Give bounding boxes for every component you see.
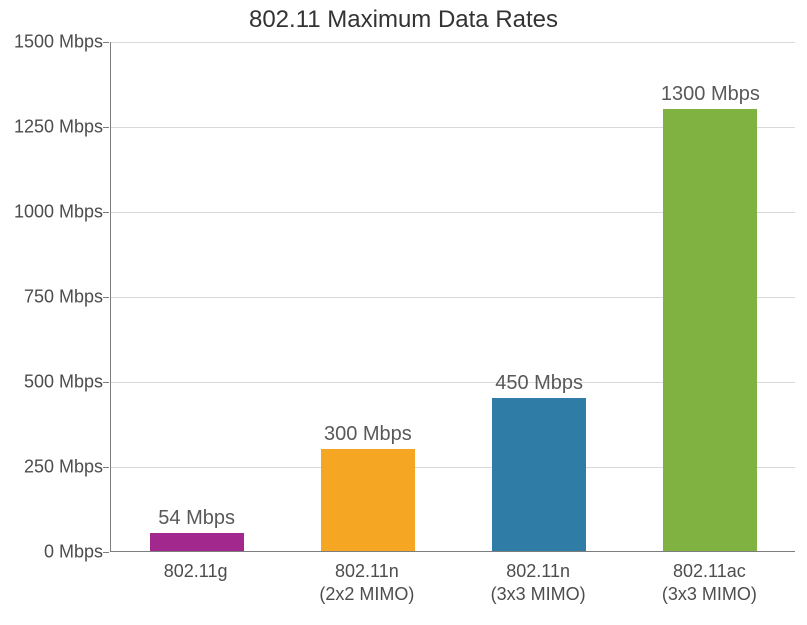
y-tick-label: 750 Mbps bbox=[3, 287, 103, 308]
bar-value-label: 54 Mbps bbox=[117, 507, 277, 534]
bar bbox=[150, 533, 244, 551]
plot-area: 54 Mbps 300 Mbps 450 Mbps 1300 Mbps bbox=[110, 42, 795, 552]
bar bbox=[663, 109, 757, 551]
x-tick-label-line: 802.11n bbox=[453, 560, 623, 583]
x-tick-label-line: (3x3 MIMO) bbox=[453, 583, 623, 606]
bar bbox=[321, 449, 415, 551]
x-tick-label: 802.11g bbox=[111, 560, 281, 583]
y-tick-label: 500 Mbps bbox=[3, 372, 103, 393]
x-tick-label-line: (2x2 MIMO) bbox=[282, 583, 452, 606]
y-tick-label: 250 Mbps bbox=[3, 457, 103, 478]
y-tick-label: 0 Mbps bbox=[3, 542, 103, 563]
y-tick bbox=[103, 42, 109, 43]
bar bbox=[492, 398, 586, 551]
gridline bbox=[111, 42, 795, 43]
chart-title: 802.11 Maximum Data Rates bbox=[0, 6, 807, 34]
x-tick-label-line: 802.11g bbox=[111, 560, 281, 583]
y-tick bbox=[103, 382, 109, 383]
y-tick bbox=[103, 297, 109, 298]
x-tick-label: 802.11n(3x3 MIMO) bbox=[453, 560, 623, 605]
y-tick bbox=[103, 212, 109, 213]
bar-value-label: 300 Mbps bbox=[288, 423, 448, 450]
bar-value-label: 1300 Mbps bbox=[630, 83, 790, 110]
x-tick-label: 802.11n(2x2 MIMO) bbox=[282, 560, 452, 605]
y-tick-label: 1250 Mbps bbox=[3, 117, 103, 138]
chart-container: 802.11 Maximum Data Rates 54 Mbps 300 Mbp… bbox=[0, 0, 807, 625]
y-tick bbox=[103, 552, 109, 553]
y-tick-label: 1500 Mbps bbox=[3, 32, 103, 53]
y-tick bbox=[103, 127, 109, 128]
x-tick-label: 802.11ac(3x3 MIMO) bbox=[624, 560, 794, 605]
y-tick bbox=[103, 467, 109, 468]
x-tick-label-line: 802.11n bbox=[282, 560, 452, 583]
x-tick-label-line: 802.11ac bbox=[624, 560, 794, 583]
y-tick-label: 1000 Mbps bbox=[3, 202, 103, 223]
x-tick-label-line: (3x3 MIMO) bbox=[624, 583, 794, 606]
bar-value-label: 450 Mbps bbox=[459, 372, 619, 399]
